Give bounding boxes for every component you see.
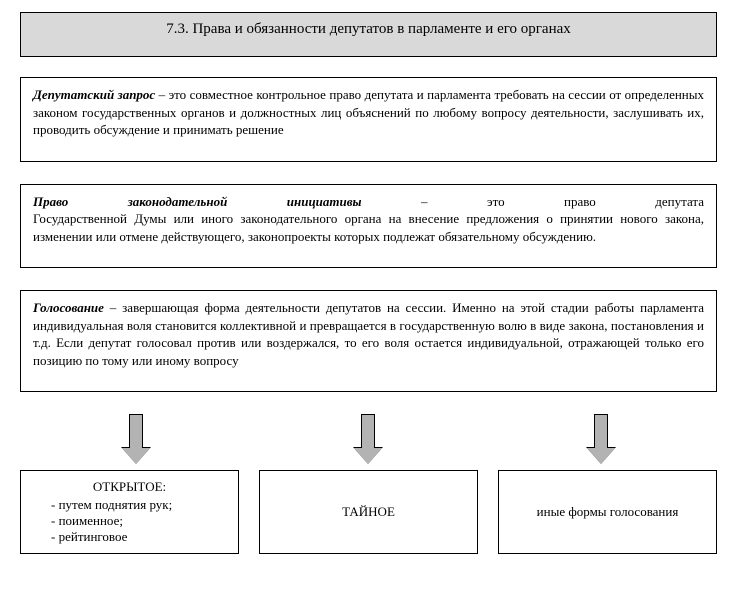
definition-text-part: право: [564, 193, 596, 211]
voting-type-list: путем поднятия рук;поименное;рейтинговое: [31, 497, 228, 545]
voting-type-item: рейтинговое: [51, 529, 228, 545]
definition-text-part: депутата: [655, 193, 704, 211]
voting-types-row: ОТКРЫТОЕ: путем поднятия рук;поименное;ре…: [20, 470, 717, 554]
down-arrow-icon: [354, 414, 382, 464]
definitions-container: Депутатский запрос – это совместное конт…: [20, 77, 717, 392]
definition-term-part: Право: [33, 193, 68, 211]
definition-text: Государственной Думы или иного законодат…: [33, 210, 704, 245]
definition-box: Депутатский запрос – это совместное конт…: [20, 77, 717, 162]
section-title: 7.3. Права и обязанности депутатов в пар…: [166, 21, 571, 37]
voting-type-heading: ОТКРЫТОЕ:: [31, 479, 228, 495]
down-arrow-icon: [587, 414, 615, 464]
definition-first-line: Право законодательной инициативы – это право д…: [33, 193, 704, 211]
definition-box: Право законодательной инициативы – это право д…: [20, 184, 717, 269]
definition-term: Голосование: [33, 300, 104, 315]
voting-type-heading: ТАЙНОЕ: [342, 504, 395, 520]
definition-term-part: инициативы: [287, 193, 362, 211]
voting-type-item: поименное;: [51, 513, 228, 529]
arrow-row: [20, 414, 717, 464]
definition-term: Депутатский запрос: [33, 87, 155, 102]
definition-term-part: законодательной: [128, 193, 228, 211]
voting-type-box: ОТКРЫТОЕ: путем поднятия рук;поименное;ре…: [20, 470, 239, 554]
voting-type-item: путем поднятия рук;: [51, 497, 228, 513]
definition-text-part: это: [487, 193, 505, 211]
section-title-box: 7.3. Права и обязанности депутатов в пар…: [20, 12, 717, 57]
voting-type-heading: иные формы голосования: [537, 504, 679, 520]
voting-type-box: ТАЙНОЕ: [259, 470, 478, 554]
definition-box: Голосование – завершающая форма деятельн…: [20, 290, 717, 392]
definition-text-part: –: [421, 193, 428, 211]
definition-text: – завершающая форма деятельности депутат…: [33, 300, 704, 368]
down-arrow-icon: [122, 414, 150, 464]
voting-type-box: иные формы голосования: [498, 470, 717, 554]
